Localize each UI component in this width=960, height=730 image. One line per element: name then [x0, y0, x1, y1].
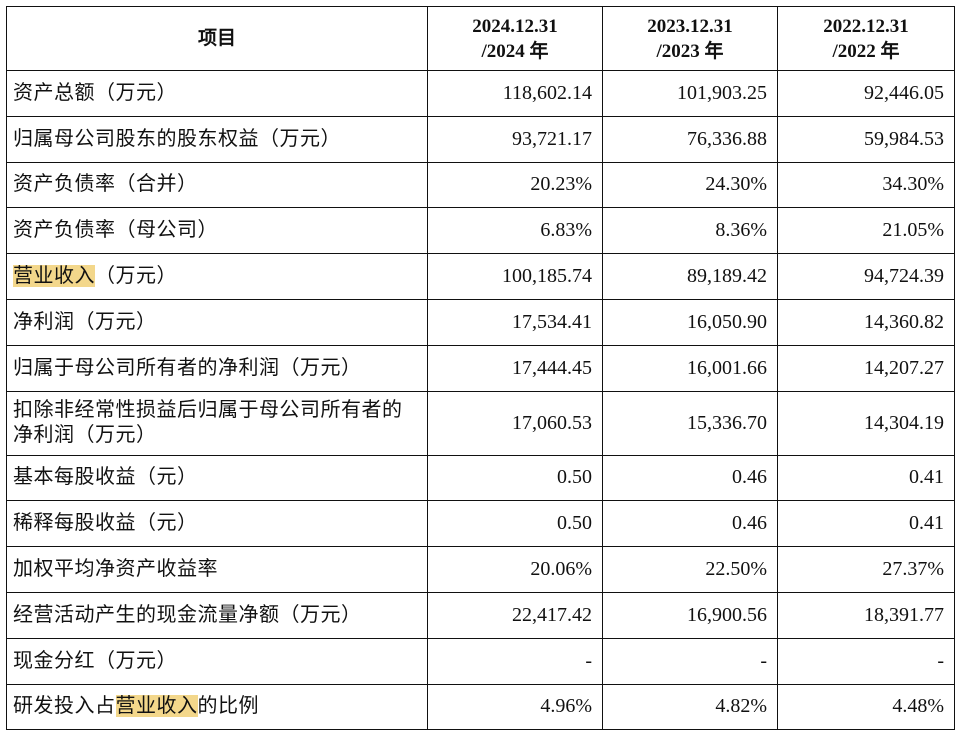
value-2023: 8.36%: [602, 207, 778, 255]
row-label: 归属于母公司所有者的净利润（万元）: [6, 344, 428, 392]
value-2023: 24.30%: [602, 161, 778, 209]
table-row: 净利润（万元） 17,534.41 16,050.90 14,360.82: [6, 298, 955, 346]
value-2023: 22.50%: [602, 546, 778, 593]
row-label: 基本每股收益（元）: [6, 454, 428, 502]
value-2024: 20.06%: [427, 546, 603, 593]
label-suffix: 的比例: [197, 695, 259, 718]
header-year: /2023 年: [656, 40, 724, 62]
row-label: 营业收入（万元）: [6, 253, 428, 300]
value-2024: 17,444.45: [427, 344, 603, 392]
row-label: 加权平均净资产收益率: [6, 546, 428, 593]
value-2023: 16,001.66: [602, 344, 778, 392]
value-2024: 0.50: [427, 500, 603, 548]
financial-summary-table: 项目 2024.12.31 /2024 年 2023.12.31 /2023 年…: [6, 6, 955, 730]
header-year: /2022 年: [832, 40, 900, 62]
row-label: 现金分红（万元）: [6, 637, 428, 685]
value-2024: 17,060.53: [427, 390, 603, 456]
row-label: 资产负债率（合并）: [6, 161, 428, 209]
header-date: 2023.12.31: [647, 15, 733, 37]
value-2022: 92,446.05: [777, 70, 955, 117]
label-suffix: （万元）: [95, 265, 177, 288]
row-label: 稀释每股收益（元）: [6, 500, 428, 548]
row-label: 研发投入占营业收入的比例: [6, 683, 428, 730]
row-label: 资产总额（万元）: [6, 70, 428, 117]
table-row: 研发投入占营业收入的比例 4.96% 4.82% 4.48%: [6, 683, 955, 730]
value-2023: 0.46: [602, 454, 778, 502]
table-row: 基本每股收益（元） 0.50 0.46 0.41: [6, 454, 955, 502]
value-2023: 76,336.88: [602, 115, 778, 163]
value-2022: 0.41: [777, 500, 955, 548]
highlighted-text: 营业收入: [13, 265, 95, 288]
row-label: 扣除非经常性损益后归属于母公司所有者的净利润（万元）: [6, 390, 428, 456]
table-row: 资产负债率（母公司） 6.83% 8.36% 21.05%: [6, 207, 955, 255]
header-year-2022: 2022.12.31 /2022 年: [777, 6, 955, 71]
table-row: 加权平均净资产收益率 20.06% 22.50% 27.37%: [6, 546, 955, 593]
row-label: 资产负债率（母公司）: [6, 207, 428, 255]
value-2024: 0.50: [427, 454, 603, 502]
value-2024: 20.23%: [427, 161, 603, 209]
header-item: 项目: [6, 6, 428, 71]
header-row: 项目 2024.12.31 /2024 年 2023.12.31 /2023 年…: [6, 6, 955, 71]
value-2022: 94,724.39: [777, 253, 955, 300]
value-2024: 4.96%: [427, 683, 603, 730]
value-2023: -: [602, 637, 778, 685]
table-row: 营业收入（万元） 100,185.74 89,189.42 94,724.39: [6, 253, 955, 300]
value-2022: 21.05%: [777, 207, 955, 255]
value-2022: 14,207.27: [777, 344, 955, 392]
value-2024: 100,185.74: [427, 253, 603, 300]
value-2024: 118,602.14: [427, 70, 603, 117]
header-year-2024: 2024.12.31 /2024 年: [427, 6, 603, 71]
table-row: 现金分红（万元） - - -: [6, 637, 955, 685]
table-row: 归属母公司股东的股东权益（万元） 93,721.17 76,336.88 59,…: [6, 115, 955, 163]
value-2022: 14,360.82: [777, 298, 955, 346]
value-2022: 0.41: [777, 454, 955, 502]
value-2024: 17,534.41: [427, 298, 603, 346]
value-2022: -: [777, 637, 955, 685]
header-year-2023: 2023.12.31 /2023 年: [602, 6, 778, 71]
value-2023: 89,189.42: [602, 253, 778, 300]
table-row: 资产负债率（合并） 20.23% 24.30% 34.30%: [6, 161, 955, 209]
value-2024: 22,417.42: [427, 591, 603, 639]
table-row: 经营活动产生的现金流量净额（万元） 22,417.42 16,900.56 18…: [6, 591, 955, 639]
row-label: 净利润（万元）: [6, 298, 428, 346]
value-2022: 27.37%: [777, 546, 955, 593]
value-2023: 101,903.25: [602, 70, 778, 117]
value-2022: 14,304.19: [777, 390, 955, 456]
value-2023: 16,050.90: [602, 298, 778, 346]
table-row: 资产总额（万元） 118,602.14 101,903.25 92,446.05: [6, 70, 955, 117]
header-date: 2024.12.31: [472, 15, 558, 37]
table-row: 扣除非经常性损益后归属于母公司所有者的净利润（万元） 17,060.53 15,…: [6, 390, 955, 456]
table-row: 稀释每股收益（元） 0.50 0.46 0.41: [6, 500, 955, 548]
header-date: 2022.12.31: [823, 15, 909, 37]
value-2022: 34.30%: [777, 161, 955, 209]
value-2023: 15,336.70: [602, 390, 778, 456]
value-2022: 4.48%: [777, 683, 955, 730]
value-2022: 59,984.53: [777, 115, 955, 163]
row-label: 经营活动产生的现金流量净额（万元）: [6, 591, 428, 639]
header-year: /2024 年: [481, 40, 549, 62]
label-prefix: 研发投入占: [13, 695, 116, 718]
value-2024: 6.83%: [427, 207, 603, 255]
row-label: 归属母公司股东的股东权益（万元）: [6, 115, 428, 163]
value-2023: 4.82%: [602, 683, 778, 730]
highlighted-text: 营业收入: [115, 695, 198, 718]
value-2023: 16,900.56: [602, 591, 778, 639]
value-2023: 0.46: [602, 500, 778, 548]
value-2022: 18,391.77: [777, 591, 955, 639]
value-2024: -: [427, 637, 603, 685]
table-row: 归属于母公司所有者的净利润（万元） 17,444.45 16,001.66 14…: [6, 344, 955, 392]
value-2024: 93,721.17: [427, 115, 603, 163]
